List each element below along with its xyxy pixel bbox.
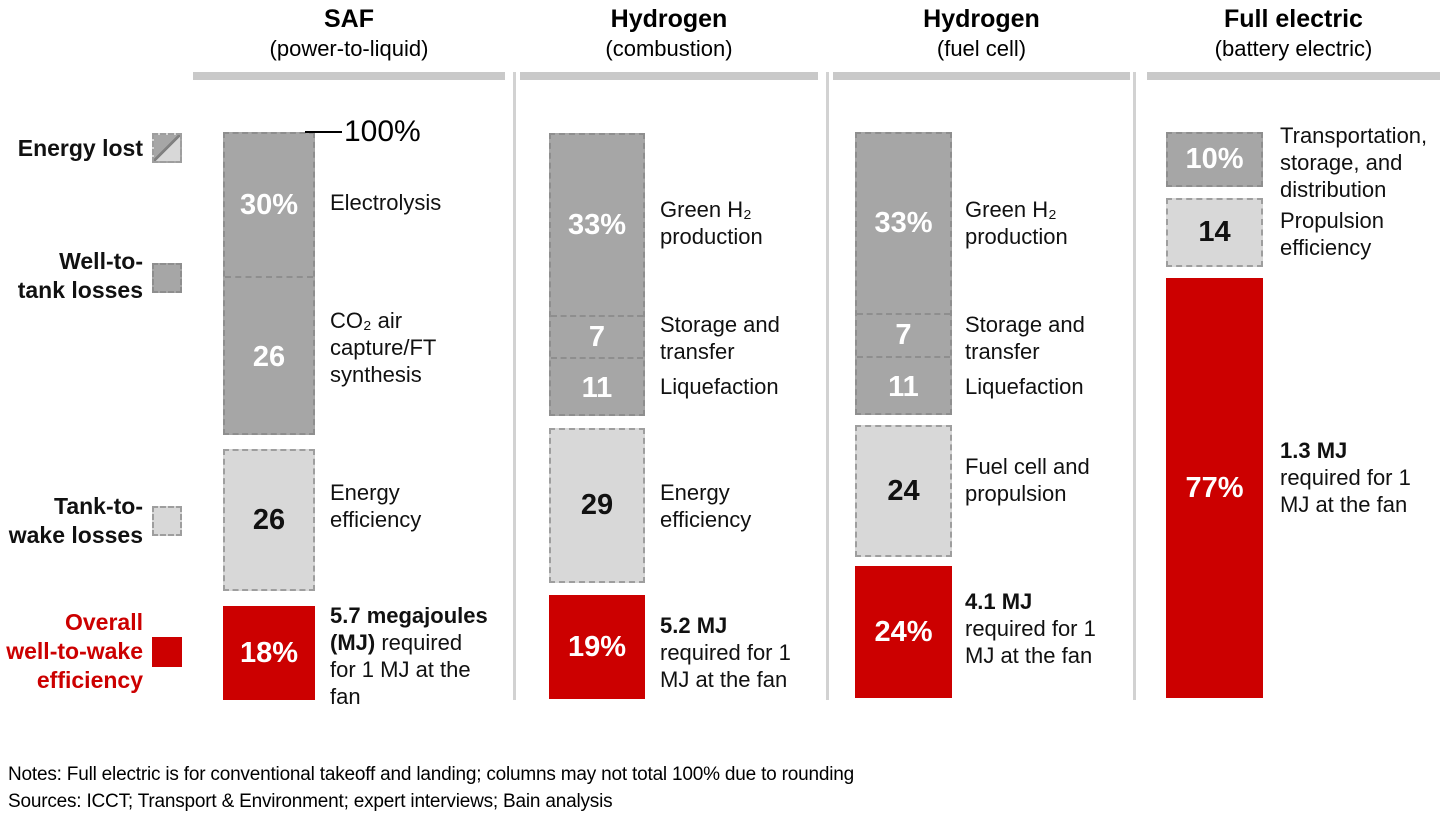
h2c-liquefaction-value: 11 <box>581 372 613 404</box>
saf-electrolysis-value: 30% <box>239 188 299 221</box>
h2f-segment-liquefaction: 11 <box>857 356 950 417</box>
hundred-percent-label: 100% <box>344 115 421 148</box>
saf-mj-rest: required for 1 MJ at the fan <box>330 630 471 709</box>
elec-segment-transport-inner: 10% <box>1168 134 1261 185</box>
h2c-segment-liquefaction: 11 <box>551 357 643 418</box>
saf-segment-co2-capture: 26 <box>225 276 313 437</box>
elec-mj-bold: 1.3 MJ <box>1280 438 1348 463</box>
h2c-segment-green-h2: 33% <box>551 135 643 315</box>
chart-sources: Sources: ICCT; Transport & Environment; … <box>8 791 613 812</box>
column-divider-3 <box>1133 72 1136 700</box>
h2c-label-storage: Storage and transfer <box>660 312 780 364</box>
legend-swatch-tank-to-wake-icon <box>152 506 182 536</box>
legend-label-tank-to-wake: Tank-to- wake losses <box>8 493 143 548</box>
h2f-well-to-tank-stack: 33% 7 11 <box>855 132 952 415</box>
h2c-label-liquefaction: Liquefaction <box>660 374 779 399</box>
h2c-overall-efficiency-value: 19% <box>567 630 627 663</box>
column-saf-header-rule <box>193 72 505 80</box>
h2f-segment-overall-efficiency: 24% <box>855 566 952 698</box>
h2c-segment-storage: 7 <box>551 315 643 357</box>
elec-propulsion-value: 14 <box>1198 216 1231 248</box>
legend-label-energy-lost: Energy lost <box>17 135 143 161</box>
column-h2-fuel-cell-header-rule <box>833 72 1130 80</box>
legend-swatch-energy-lost-icon <box>152 133 182 163</box>
legend-label-well-to-tank: Well-to- tank losses <box>17 248 143 303</box>
saf-mj-bold: 5.7 megajoules (MJ) <box>330 603 488 655</box>
h2f-mj-rest: required for 1 MJ at the fan <box>965 616 1096 668</box>
h2f-label-fuel-cell: Fuel cell and propulsion <box>965 454 1090 506</box>
elec-segment-overall-efficiency: 77% <box>1166 278 1263 698</box>
h2f-mj-bold: 4.1 MJ <box>965 589 1033 614</box>
h2c-mj-rest: required for 1 MJ at the fan <box>660 640 791 692</box>
elec-label-mj-required: 1.3 MJ required for 1 MJ at the fan <box>1280 437 1422 518</box>
column-h2-combustion-header-rule <box>520 72 818 80</box>
h2c-storage-value: 7 <box>588 320 606 353</box>
h2f-label-green-h2: Green H₂ production <box>965 197 1068 249</box>
saf-label-energy-efficiency: Energy efficiency <box>330 480 422 532</box>
saf-segment-energy-efficiency: 26 <box>223 449 315 591</box>
h2c-energy-efficiency-value: 29 <box>580 489 614 521</box>
saf-segment-electrolysis: 30% <box>225 134 313 276</box>
h2f-storage-value: 7 <box>895 319 912 351</box>
saf-label-co2-capture: CO₂ air capture/FT synthesis <box>330 308 436 387</box>
h2f-label-storage: Storage and transfer <box>965 312 1085 364</box>
hundred-percent-callout-line <box>305 131 342 133</box>
saf-label-mj-required: 5.7 megajoules (MJ) required for 1 MJ at… <box>330 602 492 710</box>
elec-segment-transport: 10% <box>1166 132 1263 187</box>
h2f-liquefaction-value: 11 <box>888 371 919 403</box>
column-saf-title: SAF <box>324 5 374 33</box>
h2c-label-energy-efficiency: Energy efficiency <box>660 480 752 532</box>
saf-co2-capture-value: 26 <box>252 341 286 373</box>
legend-label-overall-efficiency: Overall well-to-wake efficiency <box>6 609 143 693</box>
elec-label-transport: Transportation, storage, and distributio… <box>1280 123 1428 202</box>
h2c-green-h2-value: 33% <box>567 208 627 241</box>
h2c-segment-energy-efficiency: 29 <box>549 428 645 583</box>
elec-label-propulsion: Propulsion efficiency <box>1280 208 1384 260</box>
h2f-segment-fuel-cell: 24 <box>855 425 952 557</box>
column-h2-fuel-cell-title: Hydrogen <box>923 5 1040 33</box>
legend-swatch-well-to-tank-icon <box>152 263 182 293</box>
column-electric-subtitle: (battery electric) <box>1214 36 1373 61</box>
h2f-label-mj-required: 4.1 MJ required for 1 MJ at the fan <box>965 588 1115 669</box>
column-h2-fuel-cell-subtitle: (fuel cell) <box>936 36 1027 61</box>
saf-overall-efficiency-value: 18% <box>239 636 299 669</box>
h2f-segment-green-h2: 33% <box>857 134 950 313</box>
h2f-segment-storage: 7 <box>857 313 950 356</box>
saf-label-electrolysis: Electrolysis <box>330 190 442 215</box>
chart-notes: Notes: Full electric is for conventional… <box>8 764 854 785</box>
elec-segment-propulsion: 14 <box>1166 198 1263 267</box>
h2f-overall-efficiency-value: 24% <box>874 615 933 648</box>
saf-energy-efficiency-value: 26 <box>252 503 286 536</box>
elec-overall-efficiency-value: 77% <box>1185 471 1244 504</box>
elec-transport-value: 10% <box>1185 143 1244 175</box>
column-electric-title: Full electric <box>1224 5 1363 33</box>
column-saf-subtitle: (power-to-liquid) <box>269 36 429 61</box>
column-divider-2 <box>826 72 829 700</box>
h2c-label-mj-required: 5.2 MJ required for 1 MJ at the fan <box>660 612 810 693</box>
h2c-well-to-tank-stack: 33% 7 11 <box>549 133 645 416</box>
h2c-label-green-h2: Green H₂ production <box>660 197 763 249</box>
h2c-segment-overall-efficiency: 19% <box>549 595 645 699</box>
h2f-fuel-cell-value: 24 <box>887 474 920 507</box>
column-h2-combustion-subtitle: (combustion) <box>605 36 733 61</box>
column-divider-1 <box>513 72 516 700</box>
legend-swatch-overall-efficiency-icon <box>152 637 182 667</box>
saf-segment-overall-efficiency: 18% <box>223 606 315 700</box>
elec-mj-rest: required for 1 MJ at the fan <box>1280 465 1411 517</box>
column-h2-combustion-title: Hydrogen <box>610 5 728 33</box>
column-electric-header-rule <box>1147 72 1440 80</box>
h2f-green-h2-value: 33% <box>874 207 933 239</box>
saf-well-to-tank-stack: 30% 26 <box>223 132 315 435</box>
h2c-mj-bold: 5.2 MJ <box>660 613 728 638</box>
h2f-label-liquefaction: Liquefaction <box>965 374 1084 399</box>
